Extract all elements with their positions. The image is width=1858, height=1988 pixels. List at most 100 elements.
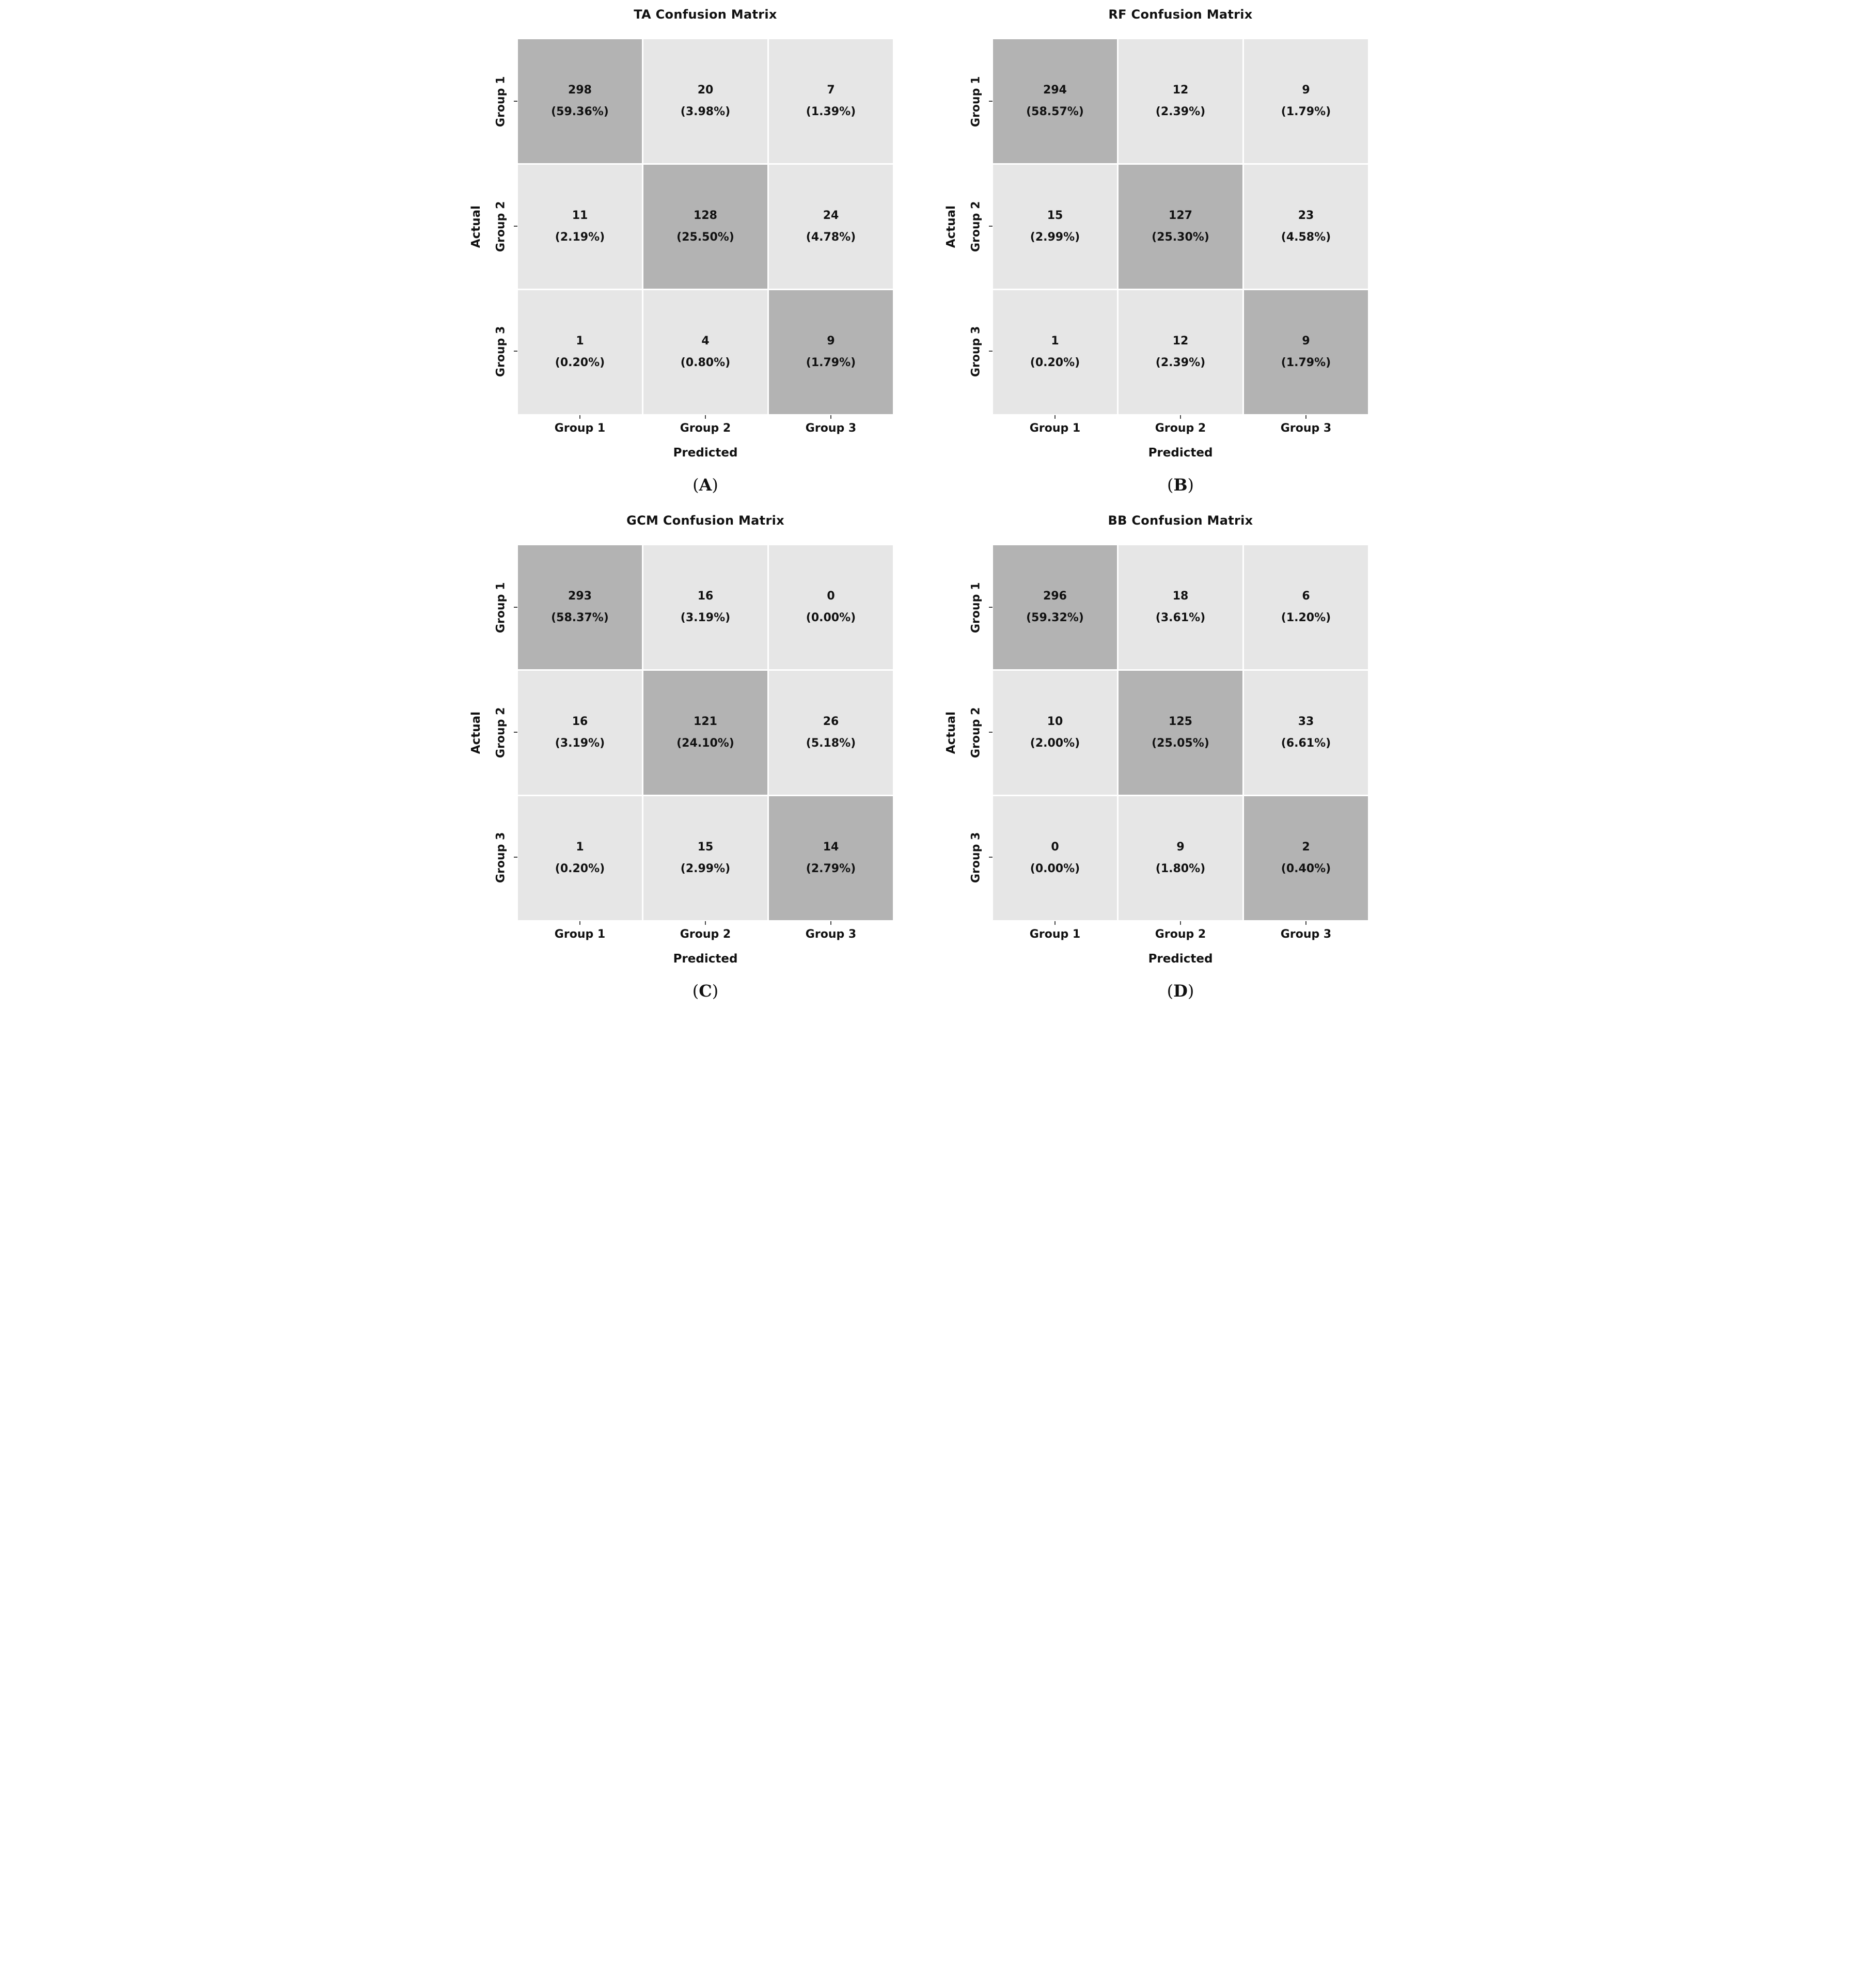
cell-percent: (1.20%) [1281,611,1331,624]
matrix-grid-bb: 296 (59.32%) 18 (3.61%) 6 (1.20%) 10 (2.00%)… [993,545,1368,920]
cell-count: 4 [701,335,710,348]
cell-count: 125 [1169,715,1192,728]
cell-percent: (2.99%) [1030,231,1080,244]
panel-caption-d: (D) [993,981,1368,1001]
y-tick-labels: Group 1 Group 2 Group 3 [488,545,514,920]
cell-percent: (3.19%) [680,611,731,624]
cell-count: 298 [568,84,592,97]
matrix-grid-rf: 294 (58.57%) 12 (2.39%) 9 (1.79%) 15 (2.99%)… [993,39,1368,414]
x-tick-label-group1: Group 1 [993,921,1117,941]
caption-letter: D [1173,981,1188,1001]
cell-count: 33 [1298,715,1314,728]
matrix-cell-r2c3: 23 (4.58%) [1244,165,1368,289]
matrix-cell-r2c3: 24 (4.78%) [769,165,893,289]
cell-percent: (0.80%) [680,356,731,369]
matrix-cell-r2c1: 10 (2.00%) [993,671,1117,795]
cell-count: 293 [568,590,592,603]
cell-percent: (4.58%) [1281,231,1331,244]
cell-percent: (1.80%) [1155,862,1206,875]
cell-percent: (0.20%) [1030,356,1080,369]
caption-paren: ) [1187,981,1194,1001]
x-tick-label-group2: Group 2 [1119,921,1242,941]
matrix-cell-r2c2: 125 (25.05%) [1119,671,1242,795]
cell-count: 121 [694,715,717,728]
panel-title-rf: RF Confusion Matrix [1108,7,1253,22]
cell-count: 14 [823,841,839,854]
cell-count: 1 [1051,335,1059,348]
cell-percent: (58.57%) [1026,105,1084,118]
caption-letter: C [699,981,712,1001]
y-tick-labels: Group 1 Group 2 Group 3 [488,39,514,414]
cell-count: 24 [823,209,839,222]
cell-percent: (2.39%) [1155,105,1206,118]
x-tick-label-group1: Group 1 [518,921,642,941]
cell-percent: (3.61%) [1155,611,1206,624]
matrix-cell-r2c2: 121 (24.10%) [643,671,767,795]
caption-paren: ) [712,475,718,495]
cell-percent: (3.98%) [680,105,731,118]
y-tick-label-group3: Group 3 [963,289,989,414]
matrix-cell-r1c1: 294 (58.57%) [993,39,1117,163]
matrix-cell-r3c1: 1 (0.20%) [993,290,1117,414]
cell-count: 0 [1051,841,1059,854]
matrix-cell-r1c3: 9 (1.79%) [1244,39,1368,163]
cell-percent: (3.19%) [555,737,605,750]
cell-percent: (6.61%) [1281,737,1331,750]
cell-percent: (25.50%) [676,231,734,244]
matrix-cell-r2c1: 15 (2.99%) [993,165,1117,289]
panel-caption-c: (C) [518,981,893,1001]
cell-percent: (25.30%) [1152,231,1209,244]
caption-letter: B [1173,475,1188,495]
cell-percent: (2.99%) [680,862,731,875]
confusion-matrix-figure: TA Confusion Matrix Actual Group 1 Group… [464,0,1394,1011]
matrix-cell-r3c1: 1 (0.20%) [518,290,642,414]
cell-count: 15 [1047,209,1063,222]
cell-count: 7 [827,84,835,97]
x-tick-label-group3: Group 3 [1244,921,1368,941]
matrix-cell-r3c3: 9 (1.79%) [769,290,893,414]
matrix-cell-r3c2: 9 (1.80%) [1119,796,1242,920]
matrix-cell-r2c1: 11 (2.19%) [518,165,642,289]
x-tick-labels: Group 1 Group 2 Group 3 [518,415,919,435]
cell-percent: (0.40%) [1281,862,1331,875]
y-tick-label-group3: Group 3 [963,795,989,920]
cell-count: 26 [823,715,839,728]
y-tick-label-group1: Group 1 [963,39,989,164]
cell-count: 9 [1176,841,1185,854]
x-tick-labels: Group 1 Group 2 Group 3 [993,921,1394,941]
matrix-cell-r1c1: 298 (59.36%) [518,39,642,163]
cell-count: 1 [576,841,584,854]
matrix-cell-r1c2: 12 (2.39%) [1119,39,1242,163]
cell-count: 2 [1302,841,1310,854]
cell-percent: (1.79%) [806,356,856,369]
cell-count: 9 [1302,84,1310,97]
x-tick-label-group2: Group 2 [1119,415,1242,435]
matrix-grid-ta: 298 (59.36%) 20 (3.98%) 7 (1.39%) 11 (2.19%)… [518,39,893,414]
matrix-cell-r1c2: 18 (3.61%) [1119,545,1242,669]
panel-ta: TA Confusion Matrix Actual Group 1 Group… [464,4,919,495]
cell-percent: (58.37%) [551,611,609,624]
y-tick-label-group1: Group 1 [488,39,514,164]
cell-percent: (0.20%) [555,356,605,369]
cell-count: 10 [1047,715,1063,728]
x-tick-label-group1: Group 1 [993,415,1117,435]
matrix-cell-r3c1: 0 (0.00%) [993,796,1117,920]
cell-percent: (4.78%) [806,231,856,244]
cell-count: 127 [1169,209,1192,222]
caption-paren: ) [712,981,719,1001]
panel-title-ta: TA Confusion Matrix [634,7,777,22]
y-tick-label-group2: Group 2 [488,164,514,289]
matrix-cell-r3c3: 14 (2.79%) [769,796,893,920]
matrix-cell-r1c3: 0 (0.00%) [769,545,893,669]
cell-count: 16 [572,715,588,728]
x-axis-label: Predicted [673,952,738,966]
cell-count: 294 [1043,84,1067,97]
panel-bb: BB Confusion Matrix Actual Group 1 Group… [939,510,1394,1001]
matrix-cell-r3c3: 2 (0.40%) [1244,796,1368,920]
x-tick-label-group2: Group 2 [643,921,767,941]
matrix-cell-r3c1: 1 (0.20%) [518,796,642,920]
cell-count: 15 [697,841,714,854]
y-axis-label: Actual [469,711,483,754]
cell-count: 6 [1302,590,1310,603]
x-tick-labels: Group 1 Group 2 Group 3 [518,921,919,941]
